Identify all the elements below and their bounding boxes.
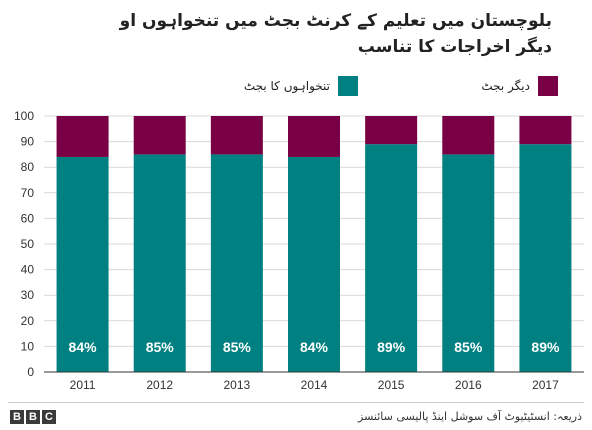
- bar-chart: 0 10 20 30 40 50 60 70 80 90 100 84% 2011 85% 2012 85% 2…: [14, 109, 584, 392]
- data-label-2012: 85%: [146, 339, 175, 355]
- bar-other-2016: [442, 116, 495, 155]
- y-tick-label-80: 80: [21, 160, 35, 174]
- data-label-2014: 84%: [300, 339, 329, 355]
- y-tick-label-40: 40: [21, 263, 35, 277]
- bbc-logo: B B C: [10, 410, 56, 424]
- bar-salary-2017: [519, 144, 572, 372]
- legend-swatch-other: [538, 76, 558, 96]
- y-tick-label-90: 90: [21, 135, 35, 149]
- bar-other-2013: [210, 116, 263, 155]
- legend-item-salary: تنخواہوں کا بجٹ: [244, 76, 358, 96]
- bar-salary-2014: [288, 156, 340, 372]
- y-tick-label-0: 0: [27, 365, 34, 379]
- x-tick-label-2014: 2014: [301, 378, 328, 392]
- data-label-2015: 89%: [377, 339, 406, 355]
- bar-salary-2011: [56, 156, 109, 372]
- bar-salary-2013: [210, 154, 263, 372]
- x-tick-label-2017: 2017: [532, 378, 559, 392]
- logo-letter-1: B: [10, 410, 24, 424]
- data-label-2013: 85%: [223, 339, 252, 355]
- bar-other-2017: [519, 116, 572, 145]
- logo-letter-2: B: [26, 410, 40, 424]
- y-tick-label-70: 70: [21, 186, 35, 200]
- legend-item-other: دیگر بجٹ: [481, 76, 558, 96]
- y-tick-label-100: 100: [14, 109, 34, 123]
- y-tick-label-20: 20: [21, 314, 35, 328]
- bar-other-2014: [288, 116, 340, 157]
- bar-salary-2015: [365, 144, 418, 372]
- x-tick-label-2016: 2016: [455, 378, 482, 392]
- y-tick-label-10: 10: [21, 339, 35, 353]
- data-label-2011: 84%: [69, 339, 98, 355]
- logo-letter-3: C: [42, 410, 56, 424]
- legend-swatch-salary: [338, 76, 358, 96]
- y-tick-label-30: 30: [21, 288, 35, 302]
- y-tick-label-50: 50: [21, 237, 35, 251]
- source-note: ذریعہ: انسٹیٹیوٹ آف سوشل اینڈ پالیسی سائ…: [358, 410, 582, 423]
- x-tick-label-2015: 2015: [378, 378, 405, 392]
- legend-label-other: دیگر بجٹ: [481, 79, 530, 93]
- y-tick-label-60: 60: [21, 211, 35, 225]
- chart-title: بلوچستان میں تعلیم کے کرنٹ بجٹ میں تنخوا…: [32, 8, 552, 60]
- x-tick-label-2013: 2013: [224, 378, 251, 392]
- title-line-2: دیگر اخراجات کا تناسب: [357, 37, 552, 57]
- bar-salary-2016: [442, 154, 495, 372]
- footer-divider: [8, 402, 584, 403]
- bar-other-2015: [365, 116, 418, 145]
- x-tick-label-2012: 2012: [146, 378, 173, 392]
- x-tick-label-2011: 2011: [70, 378, 96, 392]
- bar-salary-2012: [133, 154, 186, 372]
- legend-label-salary: تنخواہوں کا بجٹ: [243, 79, 330, 93]
- data-label-2016: 85%: [454, 339, 483, 355]
- data-label-2017: 89%: [531, 339, 560, 355]
- bar-other-2012: [133, 116, 186, 155]
- bar-other-2011: [56, 116, 109, 157]
- title-line-1: بلوچستان میں تعلیم کے کرنٹ بجٹ میں تنخوا…: [119, 11, 552, 31]
